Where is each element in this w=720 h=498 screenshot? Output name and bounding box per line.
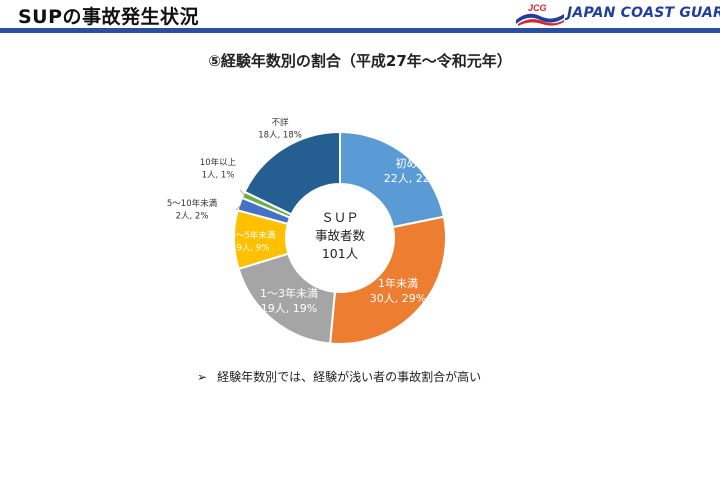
- leader-line-4: [235, 204, 242, 211]
- slice-label-5: 10年以上: [200, 157, 237, 168]
- slice-value-2: 19人, 19%: [261, 302, 317, 315]
- slice-6: [243, 130, 341, 216]
- header-rule: [0, 28, 720, 33]
- summary-note-text: 経験年数別では、経験が浅い者の事故割合が高い: [217, 370, 482, 384]
- header: SUPの事故発生状況 JCG JAPAN COAST GUARD: [0, 0, 720, 33]
- chart-title: ⑤経験年数別の割合（平成27年〜令和元年）: [208, 52, 512, 70]
- slice-value-1: 30人, 29%: [370, 292, 426, 305]
- center-label-2: 101人: [322, 246, 359, 261]
- slice-value-5: 1人, 1%: [202, 171, 235, 181]
- center-label-0: ＳＵＰ: [321, 210, 359, 225]
- center-label-1: 事故者数: [315, 228, 366, 243]
- slice-value-3: 9人, 9%: [237, 244, 270, 254]
- slice-value-6: 18人, 18%: [258, 131, 302, 141]
- logo-mark: JCG: [528, 3, 547, 13]
- page-title: SUPの事故発生状況: [18, 6, 200, 28]
- slice-label-6: 不詳: [271, 117, 289, 128]
- summary-note: ➢ 経験年数別では、経験が浅い者の事故割合が高い: [197, 368, 481, 385]
- slice-label-4: 5～10年未満: [167, 198, 218, 209]
- slice-1: [329, 215, 447, 345]
- jcg-emblem-icon: JCG: [516, 3, 564, 26]
- leader-line-5: [239, 189, 246, 196]
- slice-value-0: 22人, 22%: [384, 172, 440, 185]
- logo-text: JAPAN COAST GUARD: [567, 5, 720, 21]
- slice-value-4: 2人, 2%: [176, 212, 209, 222]
- slice-label-3: 3～5年未満: [231, 230, 276, 241]
- slice-label-2: 1～3年未満: [260, 286, 318, 300]
- slice-label-0: 初めて: [396, 156, 429, 170]
- bullet-icon: ➢: [197, 370, 208, 384]
- slice-label-1: 1年未満: [378, 276, 418, 290]
- jcg-logo: JCG JAPAN COAST GUARD: [514, 2, 720, 28]
